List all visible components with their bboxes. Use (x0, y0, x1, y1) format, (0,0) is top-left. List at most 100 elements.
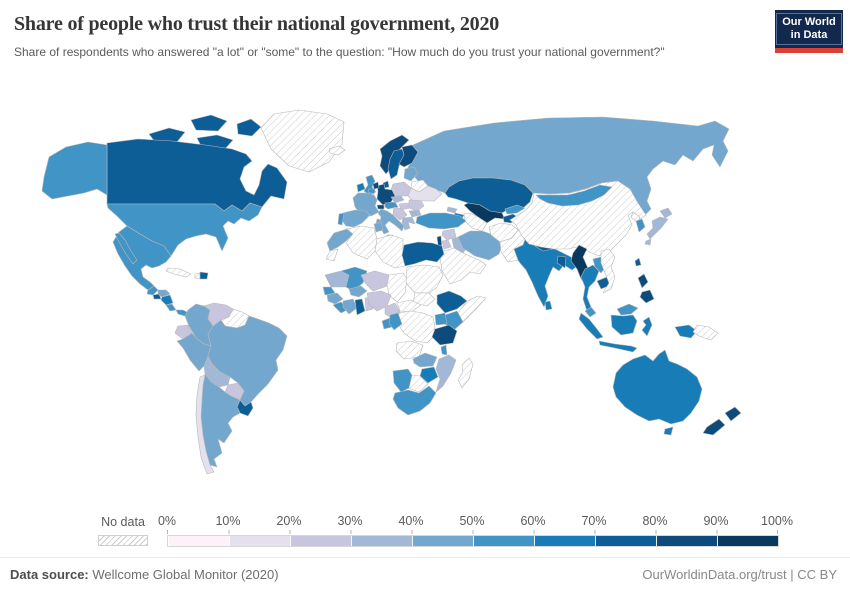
country-vietnam[interactable] (600, 248, 616, 294)
country-dr-congo[interactable] (395, 310, 436, 344)
country-malaysia-peninsula[interactable] (584, 306, 597, 318)
country-haiti[interactable] (194, 272, 201, 280)
country-nicaragua[interactable] (160, 294, 174, 306)
country-tanzania[interactable] (431, 324, 458, 346)
country-switzerland[interactable] (376, 204, 385, 210)
legend-bin-swatch[interactable] (595, 536, 656, 546)
country-congo[interactable] (388, 312, 403, 331)
country-jordan[interactable] (441, 239, 452, 250)
country-chad[interactable] (386, 272, 408, 303)
country-belgium[interactable] (367, 188, 376, 195)
country-new-zealand-north[interactable] (724, 406, 742, 422)
country-algeria[interactable] (345, 225, 378, 260)
country-mozambique[interactable] (435, 354, 457, 393)
country-new-zealand-south[interactable] (702, 418, 726, 436)
country-uganda[interactable] (434, 312, 448, 326)
legend-bin-swatch[interactable] (168, 536, 229, 546)
country-sweden[interactable] (387, 148, 406, 180)
country-niger[interactable] (360, 270, 390, 292)
country-tunisia[interactable] (373, 221, 384, 233)
country-greenland[interactable] (260, 109, 345, 173)
country-indonesia-papua[interactable] (674, 324, 698, 339)
legend-bin-swatch[interactable] (351, 536, 412, 546)
country-malawi[interactable] (440, 344, 448, 356)
country-mongolia[interactable] (535, 184, 613, 207)
legend-bin-swatch[interactable] (717, 536, 778, 546)
legend-bin-swatch[interactable] (229, 536, 290, 546)
country-georgia[interactable] (446, 206, 458, 214)
country-finland[interactable] (398, 144, 419, 168)
country-cuba[interactable] (165, 267, 192, 278)
country-brazil[interactable] (207, 315, 288, 407)
country-usa-alaska[interactable] (41, 141, 108, 200)
country-australia-tasmania[interactable] (663, 426, 674, 436)
country-kazakhstan[interactable] (444, 177, 534, 214)
country-ethiopia[interactable] (436, 290, 468, 314)
country-burkina-faso[interactable] (348, 285, 368, 298)
owid-logo[interactable]: Our World in Data (775, 10, 843, 53)
country-ireland[interactable] (356, 182, 366, 193)
country-balkans[interactable] (392, 206, 408, 221)
country-indonesia-sumatra[interactable] (578, 312, 604, 340)
legend-no-data-swatch[interactable] (98, 535, 148, 546)
country-ukraine[interactable] (407, 185, 443, 202)
legend-bin-swatch[interactable] (412, 536, 473, 546)
country-portugal[interactable] (337, 212, 345, 226)
country-taiwan[interactable] (634, 257, 642, 267)
country-bangladesh[interactable] (556, 255, 567, 269)
country-senegal[interactable] (322, 286, 336, 296)
country-mexico[interactable] (112, 225, 172, 291)
legend-bin-swatch[interactable] (473, 536, 534, 546)
country-zimbabwe[interactable] (419, 366, 439, 384)
country-honduras[interactable] (157, 289, 171, 298)
country-kyrgyzstan[interactable] (504, 204, 526, 215)
country-indonesia-borneo[interactable] (610, 314, 638, 336)
country-papua-new-guinea[interactable] (692, 324, 719, 341)
country-south-korea[interactable] (635, 218, 646, 233)
country-libya[interactable] (374, 234, 406, 269)
country-philippines-luzon[interactable] (637, 273, 649, 289)
country-chile[interactable] (195, 374, 215, 475)
country-czechia[interactable] (390, 195, 405, 204)
country-malaysia-borneo[interactable] (616, 303, 639, 316)
country-ghana[interactable] (354, 298, 366, 316)
country-japan-kyushu[interactable] (644, 238, 652, 246)
country-madagascar[interactable] (457, 357, 474, 389)
country-greece[interactable] (401, 216, 416, 231)
country-russia[interactable] (405, 116, 730, 216)
country-thailand[interactable] (580, 264, 600, 312)
country-sri-lanka[interactable] (544, 300, 553, 311)
country-japan-honshu[interactable] (646, 216, 669, 240)
country-egypt[interactable] (401, 241, 445, 267)
country-canada[interactable] (190, 114, 228, 132)
country-guinea[interactable] (326, 292, 344, 305)
legend-bin-swatch[interactable] (656, 536, 717, 546)
country-western-sahara[interactable] (325, 248, 339, 262)
country-uzbekistan[interactable] (463, 202, 506, 224)
country-costa-rica[interactable] (165, 303, 177, 312)
country-japan-hokkaido[interactable] (659, 207, 673, 219)
legend-bin-swatch[interactable] (534, 536, 595, 546)
country-guatemala[interactable] (146, 285, 159, 296)
country-ivory-coast[interactable] (342, 298, 358, 315)
country-bolivia[interactable] (203, 355, 231, 388)
legend-bin-swatch[interactable] (290, 536, 351, 546)
country-canada[interactable] (236, 118, 262, 137)
country-canada[interactable] (106, 138, 288, 212)
country-namibia[interactable] (392, 368, 413, 393)
owid-credit-link[interactable]: OurWorldinData.org/trust | CC BY (642, 567, 837, 582)
country-bulgaria[interactable] (408, 209, 422, 218)
country-mexico-baja[interactable] (114, 232, 138, 265)
country-south-africa[interactable] (392, 385, 437, 416)
country-indonesia-java[interactable] (598, 340, 638, 353)
country-australia[interactable] (612, 349, 703, 425)
country-spain[interactable] (340, 209, 371, 228)
country-baltics[interactable] (403, 166, 419, 182)
country-philippines-mindanao[interactable] (639, 289, 655, 304)
country-netherlands[interactable] (372, 181, 380, 190)
country-syria[interactable] (441, 228, 457, 241)
country-arabian-peninsula[interactable] (439, 247, 487, 285)
country-iceland[interactable] (328, 145, 346, 156)
country-dominican-republic[interactable] (199, 271, 209, 280)
country-sudan[interactable] (405, 264, 444, 294)
